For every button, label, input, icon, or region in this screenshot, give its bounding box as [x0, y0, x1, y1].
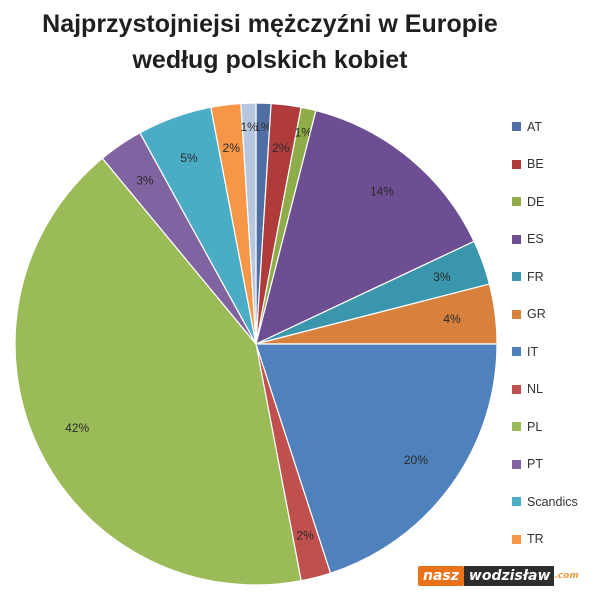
data-label-es: 14% [370, 185, 394, 199]
data-label-tr: 2% [223, 141, 241, 155]
legend-label: TR [527, 532, 544, 547]
legend-item-tr: TR [512, 521, 596, 559]
legend-swatch [512, 309, 521, 319]
legend-item-at: AT [512, 108, 596, 146]
legend-swatch [512, 459, 521, 469]
legend-swatch [512, 384, 521, 394]
chart-legend: AT BE DE ES FR GR IT NL PL PT Scandics TR [512, 108, 596, 558]
legend-swatch [512, 347, 521, 357]
pie-slice-pl [14, 157, 302, 586]
data-label-pl: 42% [65, 421, 89, 435]
legend-item-scandics: Scandics [512, 483, 596, 521]
legend-swatch [512, 272, 521, 282]
legend-label: Scandics [527, 494, 578, 509]
pie-slice-other [240, 102, 257, 345]
legend-label: PT [527, 457, 543, 472]
legend-swatch [512, 159, 521, 169]
legend-item-nl: NL [512, 371, 596, 409]
legend-item-es: ES [512, 221, 596, 259]
legend-label: DE [527, 194, 545, 209]
watermark-nasz: nasz [418, 566, 464, 586]
watermark-wodzislaw: wodzisław [463, 566, 555, 586]
legend-label: NL [527, 382, 543, 397]
legend-swatch [512, 122, 521, 132]
legend-label: FR [527, 269, 544, 284]
legend-swatch [512, 534, 521, 544]
legend-label: BE [527, 157, 544, 172]
data-label-it: 20% [404, 453, 428, 467]
data-label-at: 1% [254, 120, 272, 134]
chart-title: Najprzystojniejsi mężczyźni w Europie we… [0, 6, 540, 78]
pie-slice-it [255, 343, 498, 574]
legend-item-pl: PL [512, 408, 596, 446]
data-label-gr: 4% [443, 312, 461, 326]
legend-swatch [512, 422, 521, 432]
data-label-fr: 3% [433, 270, 451, 284]
legend-label: IT [527, 344, 539, 359]
site-watermark-logo: nasz wodzisław .com [418, 563, 579, 589]
chart-title-line-1: Najprzystojniejsi mężczyźni w Europie [42, 10, 498, 38]
legend-item-it: IT [512, 333, 596, 371]
legend-swatch [512, 497, 521, 507]
legend-item-gr: GR [512, 296, 596, 334]
chart-title-line-2: według polskich kobiet [132, 46, 408, 74]
legend-swatch [512, 234, 521, 244]
legend-label: ES [527, 232, 544, 247]
data-label-nl: 2% [296, 528, 314, 542]
data-label-de: 1% [295, 125, 313, 139]
data-label-be: 2% [272, 141, 290, 155]
legend-label: PL [527, 419, 543, 434]
legend-item-be: BE [512, 146, 596, 184]
legend-label: AT [527, 119, 543, 134]
data-label-scandics: 5% [180, 151, 198, 165]
legend-item-fr: FR [512, 258, 596, 296]
legend-item-pt: PT [512, 446, 596, 484]
legend-item-de: DE [512, 183, 596, 221]
watermark-domain: .com [554, 571, 579, 581]
legend-label: GR [527, 307, 546, 322]
data-label-pt: 3% [136, 174, 154, 188]
pie-slice-es [255, 109, 475, 346]
data-label-other: 1% [241, 120, 259, 134]
legend-swatch [512, 197, 521, 207]
